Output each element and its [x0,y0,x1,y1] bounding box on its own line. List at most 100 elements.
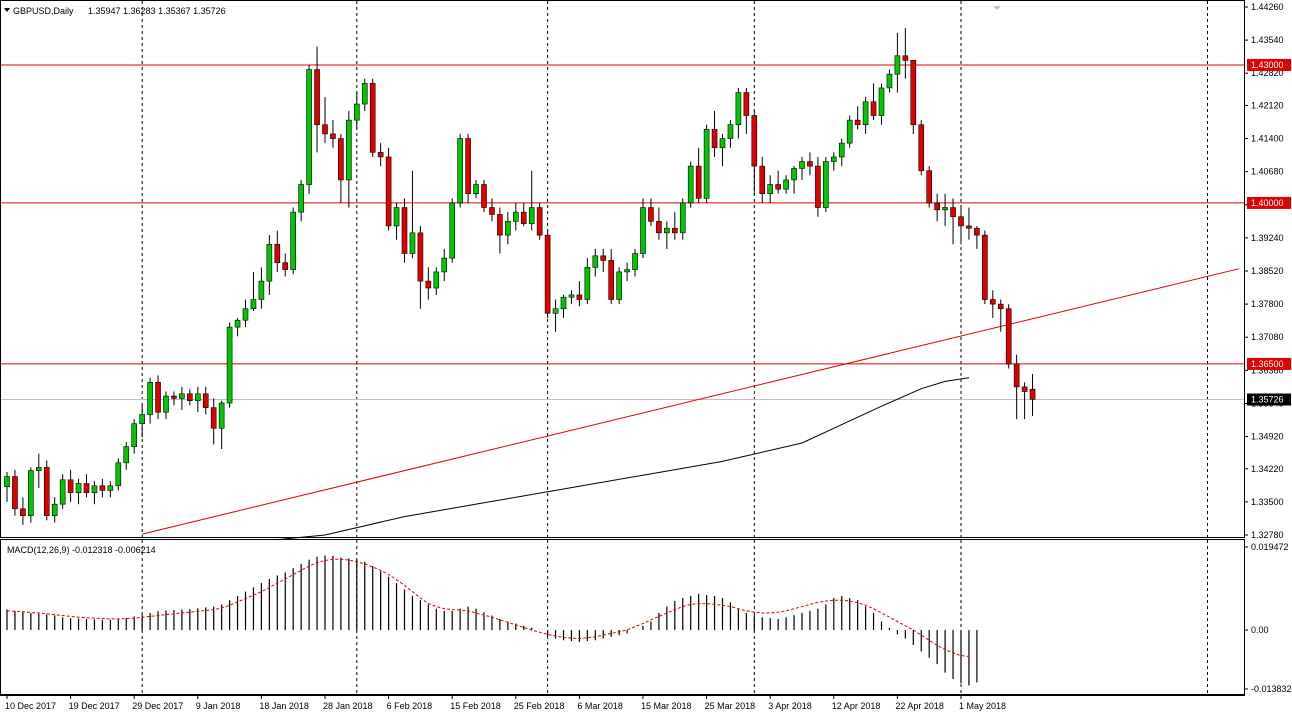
candle [632,248,638,277]
candle-body [544,234,551,314]
macd-axis: 0.019472 0.00 -0.013832 [1244,542,1292,694]
chart-symbol: GBPUSD,Daily [13,6,74,16]
candle [854,106,861,130]
candle-body [671,227,678,234]
time-tick-label: 15 Mar 2018 [641,701,692,711]
candle-body [934,202,940,211]
time-tick-label: 12 Apr 2018 [832,701,881,711]
candle-body [139,414,145,424]
candle [552,299,559,332]
candle-body [751,115,758,167]
candle [807,152,813,176]
candle [67,469,74,502]
candle [449,198,456,263]
price-tick-label: 1.32780 [1251,530,1284,540]
price-tick-label: 1.38520 [1251,266,1284,276]
candle-body [107,485,114,491]
candle [608,248,615,305]
candle-body [608,260,615,300]
scroll-shift-icon[interactable] [993,6,1001,10]
candle-body [242,308,249,321]
candle [393,202,400,240]
candle-body [20,508,26,516]
price-axis: 1.44260 1.43540 1.42820 1.42120 1.41400 1.406… [1244,2,1291,540]
time-tick-label: 6 Feb 2018 [387,701,433,711]
candle-body [632,253,638,270]
candle-body [592,255,599,268]
candle [743,87,750,134]
candle [862,97,869,134]
candle [664,221,670,249]
candle-body [942,207,948,211]
candle [616,267,622,305]
candle-body [1005,308,1012,365]
candle [1021,382,1028,420]
candle-body [552,308,559,314]
price-tick-label: 1.37800 [1251,299,1284,309]
time-tick-label: 1 May 2018 [959,701,1006,711]
candle-body [393,207,400,227]
price-tick-label: 1.36360 [1251,365,1284,375]
candle-body [1021,386,1028,392]
time-tick-label: 18 Jan 2018 [259,701,309,711]
candle [338,133,344,203]
candle [560,294,567,318]
candle-body [369,83,376,153]
candle [656,207,662,240]
candle-body [679,202,686,234]
candle [163,391,169,420]
candle-body [512,211,519,222]
candle-body [338,138,344,181]
candle [934,193,940,222]
candle [727,120,734,148]
candle-body [346,119,352,181]
candle [75,478,82,505]
candle [711,110,718,157]
price-tick-label: 1.44260 [1251,2,1284,12]
candle-body [735,92,742,126]
candle-body [12,476,18,510]
candle [767,175,774,203]
macd-tick-label: 0.00 [1251,625,1269,635]
candle-body [35,467,42,471]
candle [155,375,161,420]
candle-body [958,216,964,227]
candle-body [314,69,320,126]
price-tick-label: 1.42120 [1251,100,1284,110]
candle-body [457,138,463,204]
level-price-label: 1.36500 [1251,359,1284,369]
candle [974,225,980,249]
candle [385,147,392,231]
candle-body [584,267,591,300]
candle-body [123,446,130,464]
candle-body [250,299,257,310]
candle-body [449,202,456,259]
candle-body [298,184,304,213]
level-price-box [1247,196,1291,209]
candle [282,253,289,277]
candle [361,78,368,111]
candle [473,179,479,199]
candle-body [433,271,440,289]
candle-body [353,103,360,121]
candle [584,258,591,305]
candle [592,248,599,277]
candle-body [783,179,789,190]
candle [187,389,193,406]
candle [989,290,996,318]
candle [481,179,487,213]
candle [1005,304,1012,369]
symbol-dropdown-icon[interactable] [4,8,10,12]
candle [624,262,630,282]
candle [12,469,18,516]
candle-body [624,269,630,273]
candle-body [862,101,869,126]
candle [314,46,320,153]
candle [600,248,607,272]
candle-body [322,124,328,135]
candle [59,474,66,509]
trendline-group [142,268,1240,535]
candle-body [568,294,575,298]
candle [258,267,265,309]
candle-body [536,207,543,236]
